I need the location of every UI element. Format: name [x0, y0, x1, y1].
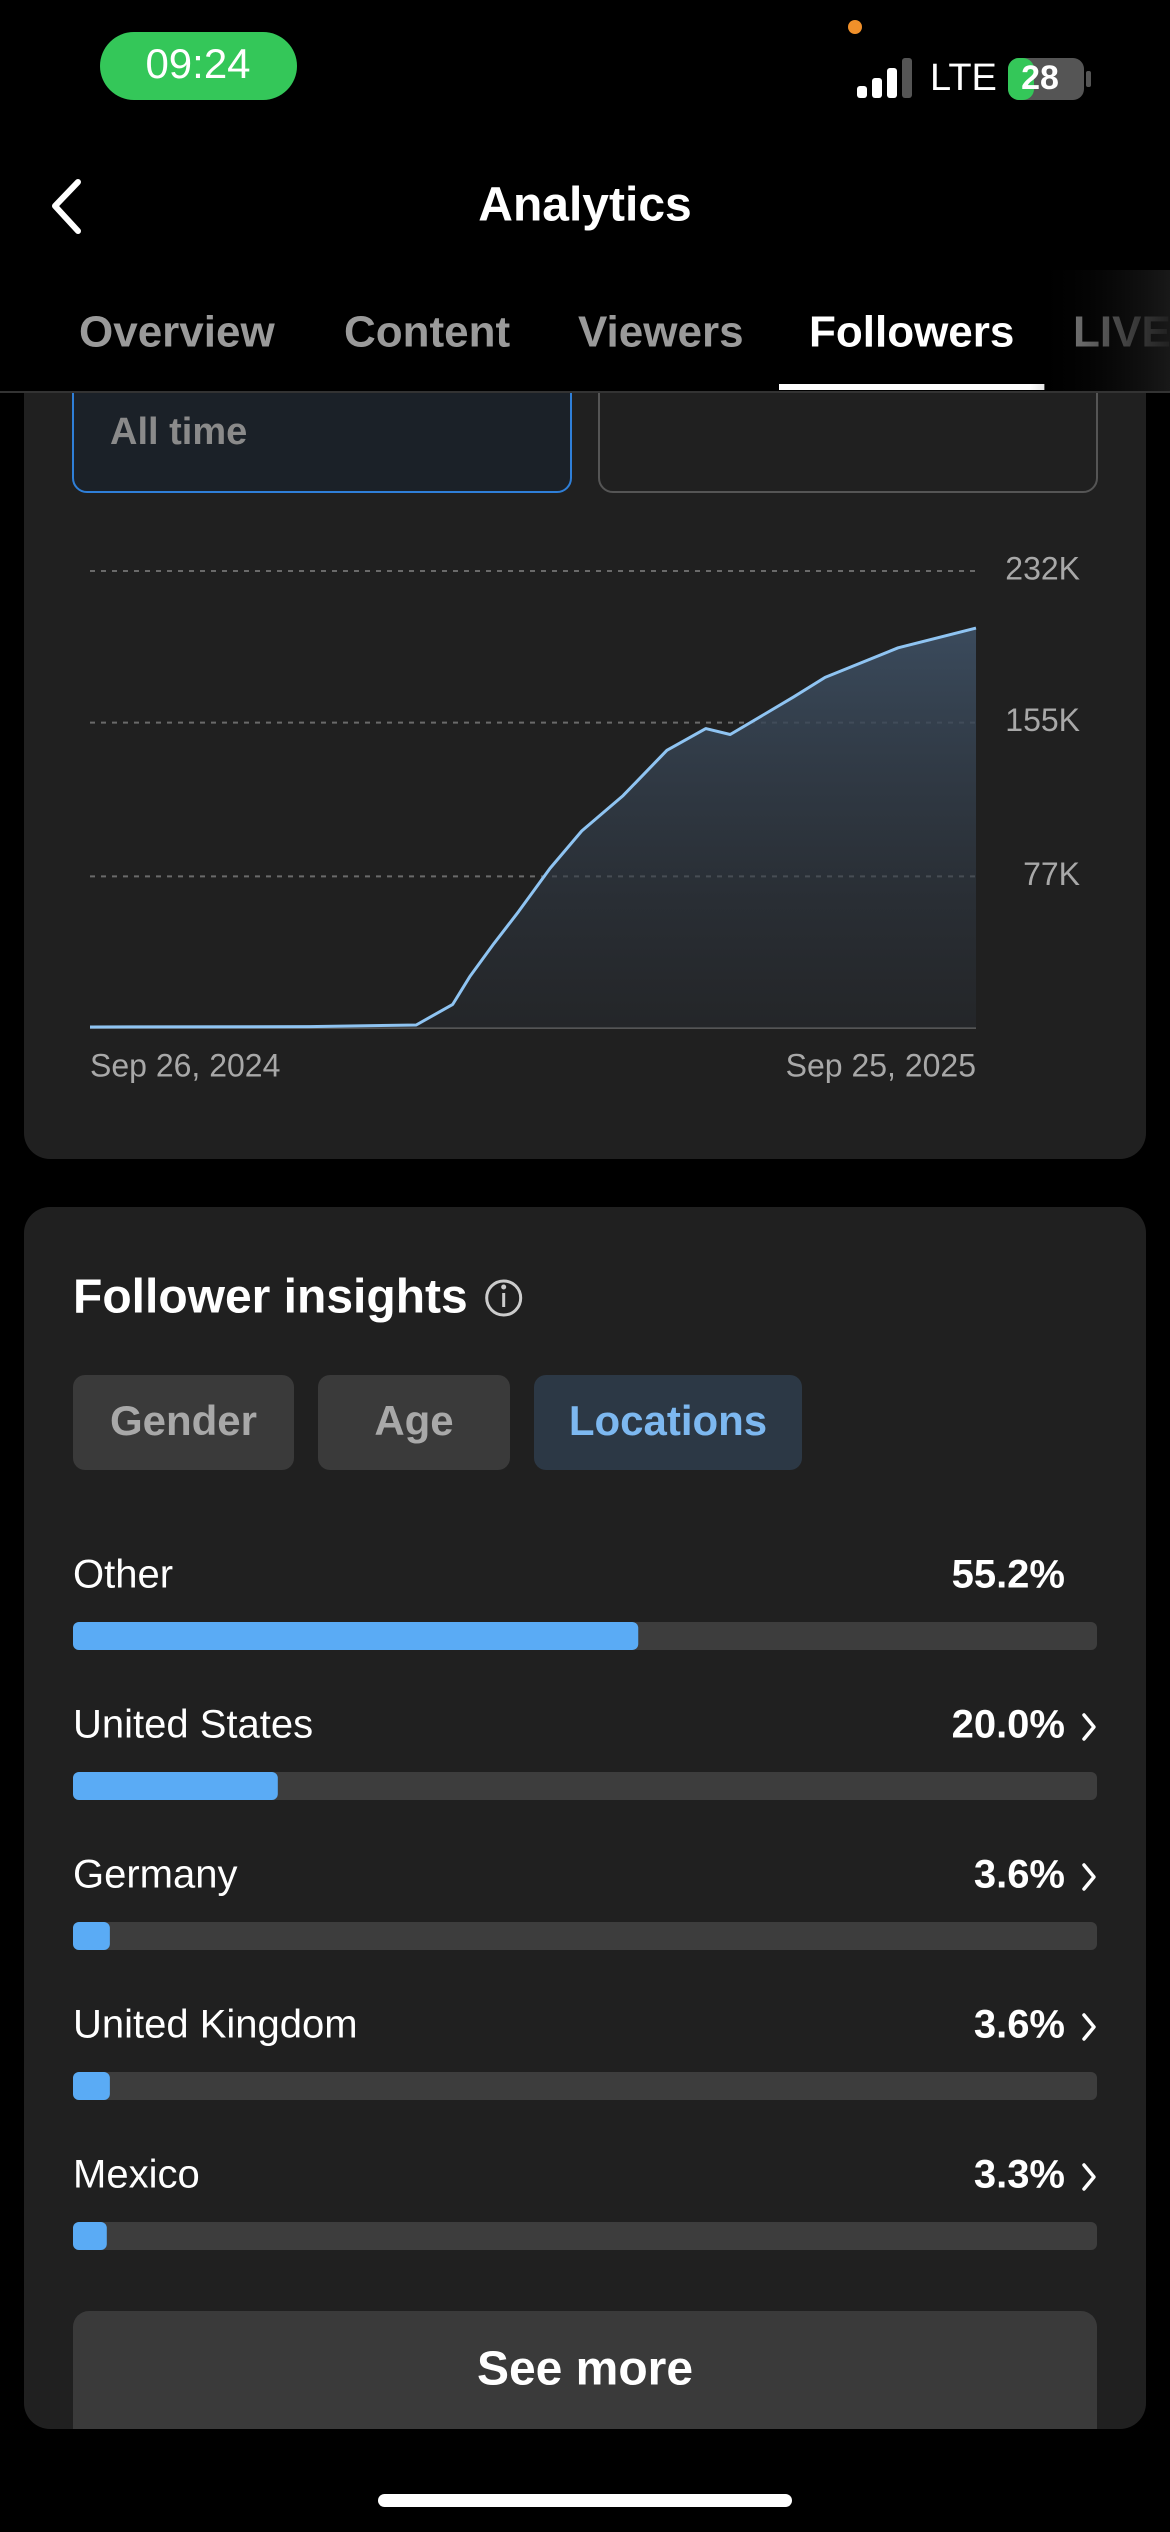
tab[interactable]: Overview [79, 308, 275, 357]
signal-bar [872, 78, 882, 98]
see-more-button[interactable] [73, 2311, 1097, 2451]
bar-track [73, 2072, 1097, 2100]
bottom-bar [0, 2429, 1170, 2532]
home-indicator [378, 2494, 792, 2507]
period-label[interactable]: All time [110, 411, 247, 453]
tab-indicator [779, 384, 1045, 390]
info-icon-dot [501, 1284, 507, 1290]
see-more-label[interactable]: See more [477, 2343, 693, 2396]
location-percent: 3.6% [974, 2003, 1065, 2047]
location-name: Germany [73, 1853, 238, 1897]
status-time: 09:24 [145, 40, 250, 87]
signal-bar [902, 58, 912, 98]
tab[interactable]: Followers [809, 308, 1014, 357]
y-tick-label: 77K [1023, 856, 1080, 892]
location-percent: 3.6% [974, 1853, 1065, 1897]
location-name: Other [73, 1553, 173, 1597]
row-chevron[interactable] [1082, 2163, 1096, 2191]
status-network: LTE [930, 57, 997, 99]
filter-chip[interactable] [534, 1375, 802, 1470]
status-battery: 28 [1021, 59, 1059, 97]
filter-chip-label[interactable]: Locations [569, 1397, 767, 1444]
filter-chip-label[interactable]: Gender [110, 1397, 257, 1444]
signal-bar [857, 86, 867, 98]
filter-chip-label[interactable]: Age [374, 1397, 453, 1444]
y-tick-label: 232K [1005, 550, 1080, 586]
row-chevron[interactable] [1082, 1863, 1096, 1891]
signal-bar [887, 68, 897, 98]
insights-card [24, 1207, 1146, 2429]
tab-fade [1030, 270, 1170, 391]
bar [73, 1922, 110, 1950]
location-name: United Kingdom [73, 2003, 358, 2047]
tab[interactable]: Viewers [578, 308, 744, 357]
location-percent: 55.2% [952, 1553, 1065, 1597]
y-tick-label: 155K [1005, 702, 1080, 738]
battery-cap [1086, 71, 1091, 87]
row-chevron[interactable] [1082, 1713, 1096, 1741]
page-title: Analytics [478, 179, 691, 232]
time-pill [100, 32, 297, 100]
insights-title: Follower insights [73, 1271, 468, 1324]
filter-chip[interactable] [73, 1375, 294, 1470]
location-percent: 3.3% [974, 2153, 1065, 2197]
series-line [89, 626, 977, 1029]
filter-chip[interactable] [318, 1375, 510, 1470]
x-tick-label: Sep 25, 2025 [786, 1047, 976, 1083]
location-name: United States [73, 1703, 313, 1747]
battery-level [1008, 58, 1034, 100]
info-icon[interactable] [485, 1279, 523, 1317]
bar-track [73, 2222, 1097, 2250]
tab[interactable]: Content [344, 308, 511, 357]
bar-track [73, 1772, 1097, 1800]
location-name: Mexico [73, 2153, 200, 2197]
bar [73, 1772, 278, 1800]
bar [73, 2222, 107, 2250]
bar [73, 2072, 110, 2100]
privacy-dot [848, 20, 862, 34]
x-tick-label: Sep 26, 2024 [90, 1047, 280, 1083]
row-chevron[interactable] [1082, 2013, 1096, 2041]
location-percent: 20.0% [952, 1703, 1065, 1747]
area-fill [90, 628, 976, 1028]
bar-track [73, 1922, 1097, 1950]
bar [73, 1622, 639, 1650]
back-button[interactable] [52, 179, 81, 234]
